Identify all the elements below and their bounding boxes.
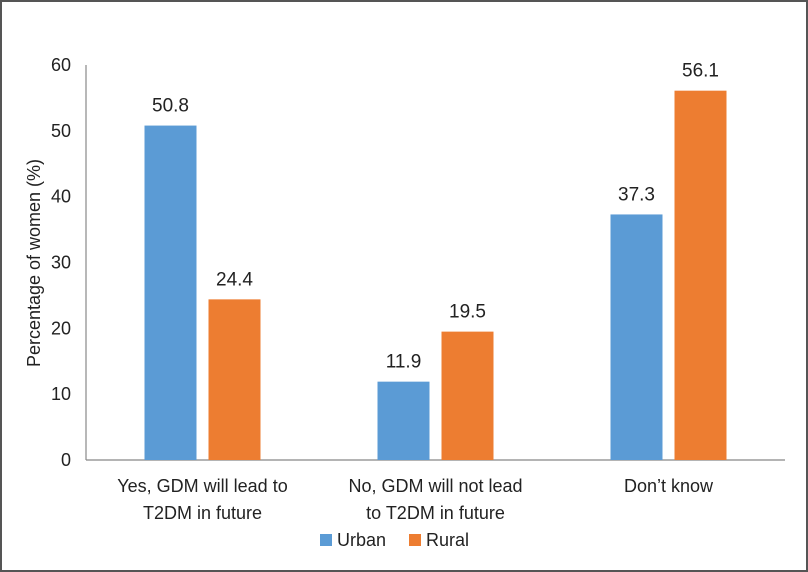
y-tick-label: 0 xyxy=(61,450,71,470)
x-category-label: to T2DM in future xyxy=(366,503,505,523)
legend-swatch-rural xyxy=(409,534,421,546)
bar-urban xyxy=(610,214,663,460)
data-label: 19.5 xyxy=(449,302,486,323)
bar-rural xyxy=(441,331,494,460)
legend-label-urban: Urban xyxy=(337,530,386,550)
data-label: 24.4 xyxy=(216,269,253,290)
bar-rural xyxy=(208,299,261,460)
legend-label-rural: Rural xyxy=(426,530,469,550)
y-tick-label: 60 xyxy=(51,55,71,75)
bar-urban xyxy=(144,125,197,461)
y-tick-label: 40 xyxy=(51,187,71,207)
x-category-label: Yes, GDM will lead to xyxy=(117,476,287,496)
bar-urban xyxy=(377,381,430,460)
data-label: 11.9 xyxy=(386,352,422,373)
x-category-label: Don’t know xyxy=(624,476,714,496)
x-category-label: No, GDM will not lead xyxy=(348,476,522,496)
y-tick-label: 50 xyxy=(51,121,71,141)
data-label: 56.1 xyxy=(682,61,719,82)
y-tick-label: 30 xyxy=(51,253,71,273)
data-label: 37.3 xyxy=(618,184,655,205)
x-category-label: T2DM in future xyxy=(143,503,262,523)
y-tick-label: 20 xyxy=(51,318,71,338)
y-tick-label: 10 xyxy=(51,384,71,404)
data-label: 50.8 xyxy=(152,96,189,117)
y-axis-label: Percentage of women (%) xyxy=(24,159,44,367)
bar-rural xyxy=(674,90,727,461)
legend-swatch-urban xyxy=(320,534,332,546)
